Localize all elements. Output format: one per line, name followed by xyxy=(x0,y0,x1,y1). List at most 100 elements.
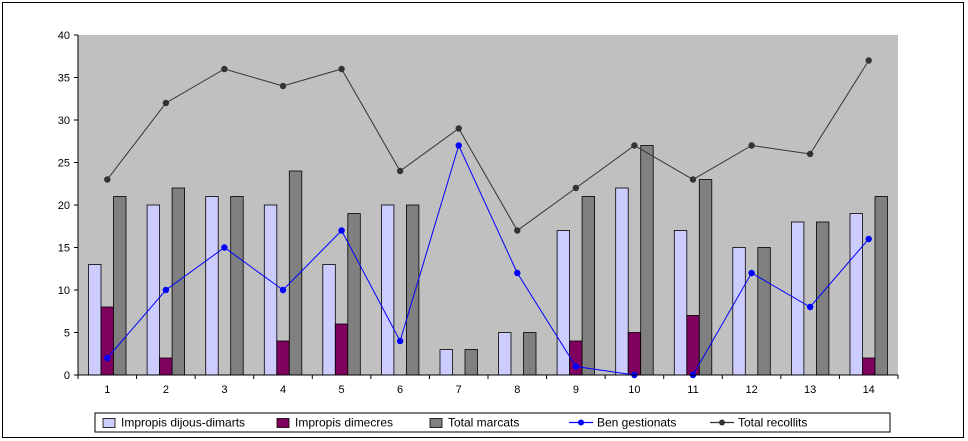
x-tick-label: 7 xyxy=(456,384,462,396)
point-s4-c4 xyxy=(279,82,287,90)
bar-s0-c11 xyxy=(673,230,688,376)
bar-s2-c5 xyxy=(347,213,361,376)
bar-s2-c12 xyxy=(757,247,771,376)
legend-swatch-0 xyxy=(102,418,116,428)
y-tick-label: 40 xyxy=(58,30,70,42)
bar-s2-c13 xyxy=(816,221,830,376)
legend-label-4: Total recollits xyxy=(738,416,807,430)
point-s3-c1 xyxy=(104,354,111,362)
y-tick-label: 25 xyxy=(58,158,70,170)
legend-box xyxy=(94,412,891,433)
bar-s0-c12 xyxy=(732,247,746,376)
x-tick-label: 14 xyxy=(863,384,875,396)
legend-label-1: Impropis dimecres xyxy=(295,416,393,430)
point-s3-c14 xyxy=(865,235,872,243)
bar-s2-c14 xyxy=(874,196,888,376)
line-series-4 xyxy=(106,60,870,232)
bar-s2-c6 xyxy=(405,204,420,376)
y-tick-label: 35 xyxy=(58,73,70,85)
point-s4-c1 xyxy=(104,176,111,183)
bar-s0-c14 xyxy=(849,213,863,376)
bar-s0-c3 xyxy=(205,196,219,376)
point-s4-c3 xyxy=(221,65,228,73)
x-tick-label: 8 xyxy=(514,384,520,396)
x-tick-label: 2 xyxy=(163,384,169,396)
bar-s0-c10 xyxy=(615,187,629,376)
point-s4-c6 xyxy=(396,167,404,175)
bar-s1-c14 xyxy=(862,357,876,376)
legend-swatch-2 xyxy=(429,418,443,428)
x-tick-label: 9 xyxy=(573,384,579,396)
legend: Impropis dijous-dimarts Impropis dimecres… xyxy=(94,412,891,433)
bar-s1-c4 xyxy=(276,340,290,376)
lines-layer xyxy=(104,57,872,379)
y-tick-label: 0 xyxy=(64,370,70,382)
point-s4-c12 xyxy=(748,142,755,149)
point-s4-c5 xyxy=(338,65,345,73)
y-tick-label: 15 xyxy=(58,243,70,255)
bar-s0-c5 xyxy=(322,264,336,376)
line-series-3 xyxy=(106,144,870,376)
point-s3-c7 xyxy=(455,142,462,149)
point-s3-c13 xyxy=(806,303,814,311)
bar-s0-c2 xyxy=(146,204,161,376)
point-s3-c6 xyxy=(396,337,404,345)
point-s3-c4 xyxy=(279,286,287,294)
point-s3-c9 xyxy=(572,363,580,370)
x-tick-label: 11 xyxy=(687,384,698,396)
bar-s1-c2 xyxy=(159,357,173,376)
bars-layer xyxy=(88,145,888,376)
bar-s0-c13 xyxy=(791,221,805,376)
legend-swatch-1 xyxy=(276,418,290,428)
x-tick-label: 3 xyxy=(221,384,227,396)
bar-s0-c7 xyxy=(439,349,453,376)
bar-s0-c4 xyxy=(263,204,278,376)
point-s4-c13 xyxy=(806,150,814,158)
point-s3-c5 xyxy=(338,227,345,234)
bar-s1-c5 xyxy=(334,323,349,376)
bar-s2-c9 xyxy=(581,196,595,376)
x-tick-label: 13 xyxy=(804,384,816,396)
y-tick-label: 10 xyxy=(58,285,70,297)
legend-label-3: Ben gestionats xyxy=(597,416,676,430)
legend-marker-3 xyxy=(578,419,584,426)
x-tick-label: 5 xyxy=(339,384,345,396)
x-tick-label: 1 xyxy=(104,384,110,396)
legend-marker-4 xyxy=(719,419,725,426)
point-s4-c9 xyxy=(572,184,580,192)
plot-area xyxy=(78,35,898,375)
bar-s2-c7 xyxy=(464,349,478,376)
point-s3-c2 xyxy=(162,286,170,294)
y-tick-label: 30 xyxy=(58,115,70,127)
x-tick-label: 4 xyxy=(280,384,286,396)
point-s3-c12 xyxy=(748,269,755,277)
y-tick-label: 5 xyxy=(64,328,70,340)
bar-s2-c8 xyxy=(523,332,537,376)
x-tick-label: 6 xyxy=(397,384,403,396)
bar-s0-c6 xyxy=(380,204,395,376)
y-tick-label: 20 xyxy=(58,200,70,212)
bar-s1-c11 xyxy=(686,315,700,376)
bar-s2-c10 xyxy=(640,145,654,376)
bar-s1-c9 xyxy=(569,340,583,376)
bar-s0-c1 xyxy=(88,264,102,376)
bar-s2-c3 xyxy=(230,196,244,376)
bar-s1-c10 xyxy=(627,332,642,376)
x-tick-label: 10 xyxy=(628,384,640,396)
bar-s0-c8 xyxy=(498,332,512,376)
point-s3-c3 xyxy=(221,244,228,251)
legend-label-2: Total marcats xyxy=(448,416,519,430)
point-s4-c8 xyxy=(514,227,521,234)
point-s4-c7 xyxy=(455,125,462,132)
x-tick-label: 12 xyxy=(745,384,757,396)
legend-label-0: Impropis dijous-dimarts xyxy=(121,416,245,430)
point-s4-c10 xyxy=(631,142,638,149)
point-s4-c2 xyxy=(162,99,170,107)
point-s4-c14 xyxy=(865,57,872,64)
point-s3-c8 xyxy=(514,269,521,277)
point-s4-c11 xyxy=(689,176,697,183)
bar-s1-c1 xyxy=(100,306,114,376)
